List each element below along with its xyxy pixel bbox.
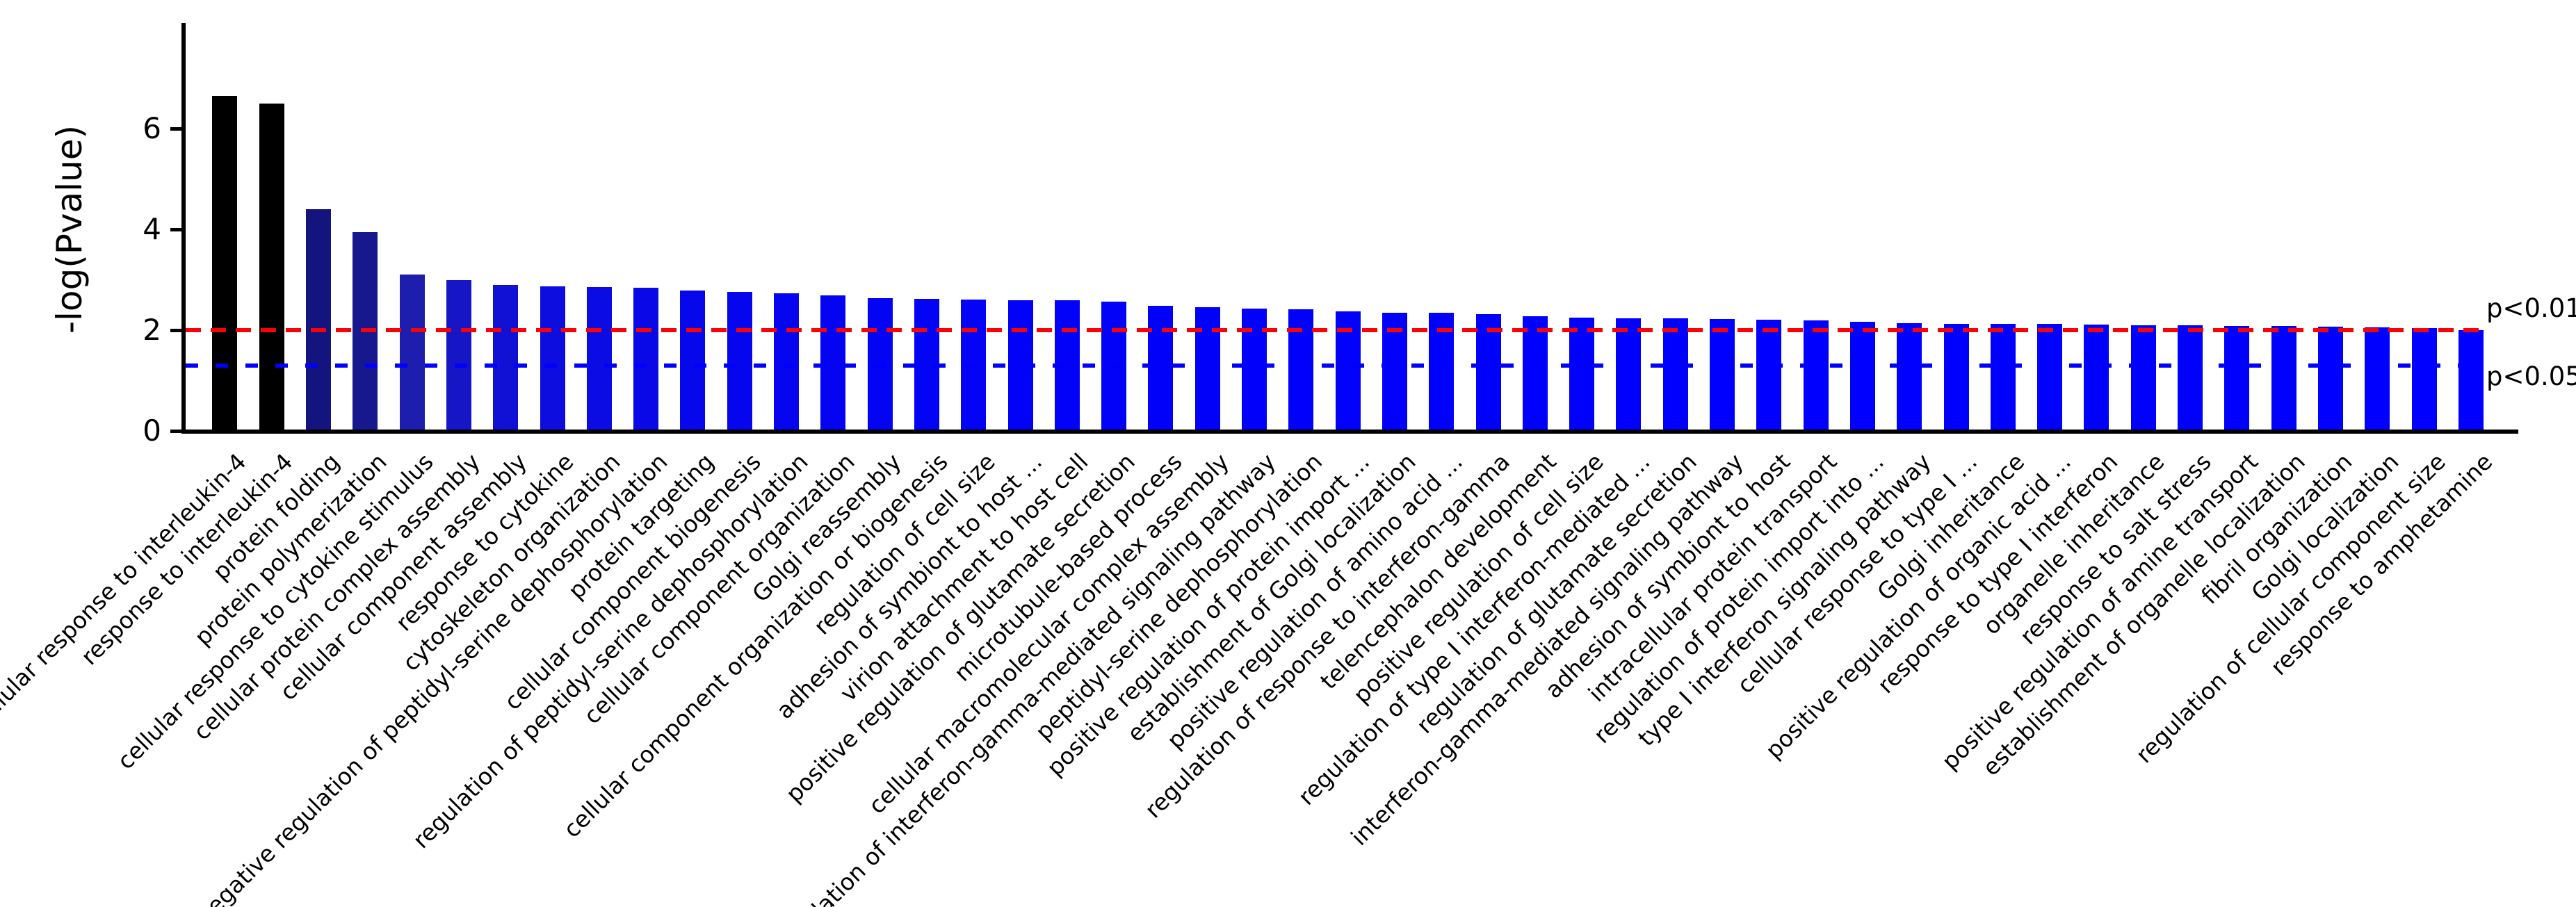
- bar: [1616, 318, 1642, 431]
- bar: [1429, 313, 1455, 431]
- bar: [1522, 316, 1548, 431]
- bar: [2365, 327, 2390, 431]
- bar: [2271, 326, 2296, 431]
- bar: [259, 103, 284, 431]
- bar: [212, 95, 238, 431]
- y-tick-mark: [170, 126, 181, 131]
- p001-threshold-line: [186, 328, 2480, 332]
- bar: [2130, 325, 2156, 431]
- bar: [2458, 330, 2484, 431]
- bar: [2317, 326, 2343, 431]
- bar: [1242, 308, 1267, 431]
- y-tick-mark: [170, 328, 181, 332]
- bar: [1288, 309, 1314, 431]
- bar: [1475, 313, 1501, 431]
- bar: [1943, 323, 1969, 431]
- y-tick-mark: [170, 429, 181, 433]
- bar: [2178, 325, 2203, 431]
- bar: [2411, 328, 2437, 431]
- bar: [633, 288, 659, 431]
- bar: [1849, 322, 1875, 431]
- y-axis-spine: [181, 23, 186, 434]
- bar: [1662, 318, 1688, 431]
- bar: [1756, 319, 1782, 431]
- y-axis-title: -log(Pvalue): [49, 125, 90, 334]
- bar: [1382, 312, 1407, 431]
- bar: [774, 293, 799, 431]
- y-tick-label: 2: [143, 313, 161, 347]
- x-axis-spine: [181, 430, 2518, 434]
- bar: [820, 295, 846, 431]
- bar: [1710, 319, 1735, 431]
- bar: [1569, 317, 1595, 431]
- bar: [1897, 322, 1922, 431]
- bar: [2084, 325, 2109, 431]
- y-tick-label: 4: [143, 212, 161, 246]
- y-tick-label: 0: [143, 414, 161, 448]
- bar: [2037, 324, 2063, 431]
- y-tick-label: 6: [143, 111, 161, 145]
- bar: [680, 290, 706, 431]
- bar: [1990, 323, 2016, 431]
- bar: [1194, 307, 1220, 431]
- bar: [306, 209, 331, 431]
- bar: [727, 291, 752, 431]
- bar: [399, 275, 425, 431]
- p001-threshold-label: p<0.01: [2486, 293, 2576, 323]
- bar: [540, 286, 565, 431]
- p005-threshold-line: [186, 363, 2480, 368]
- p005-threshold-label: p<0.05: [2486, 361, 2576, 391]
- bar: [2224, 326, 2250, 431]
- bar: [1803, 320, 1829, 431]
- bar: [446, 279, 471, 431]
- bar: [1148, 306, 1174, 431]
- bar: [586, 286, 612, 431]
- y-tick-mark: [170, 227, 181, 231]
- bar: [493, 284, 519, 431]
